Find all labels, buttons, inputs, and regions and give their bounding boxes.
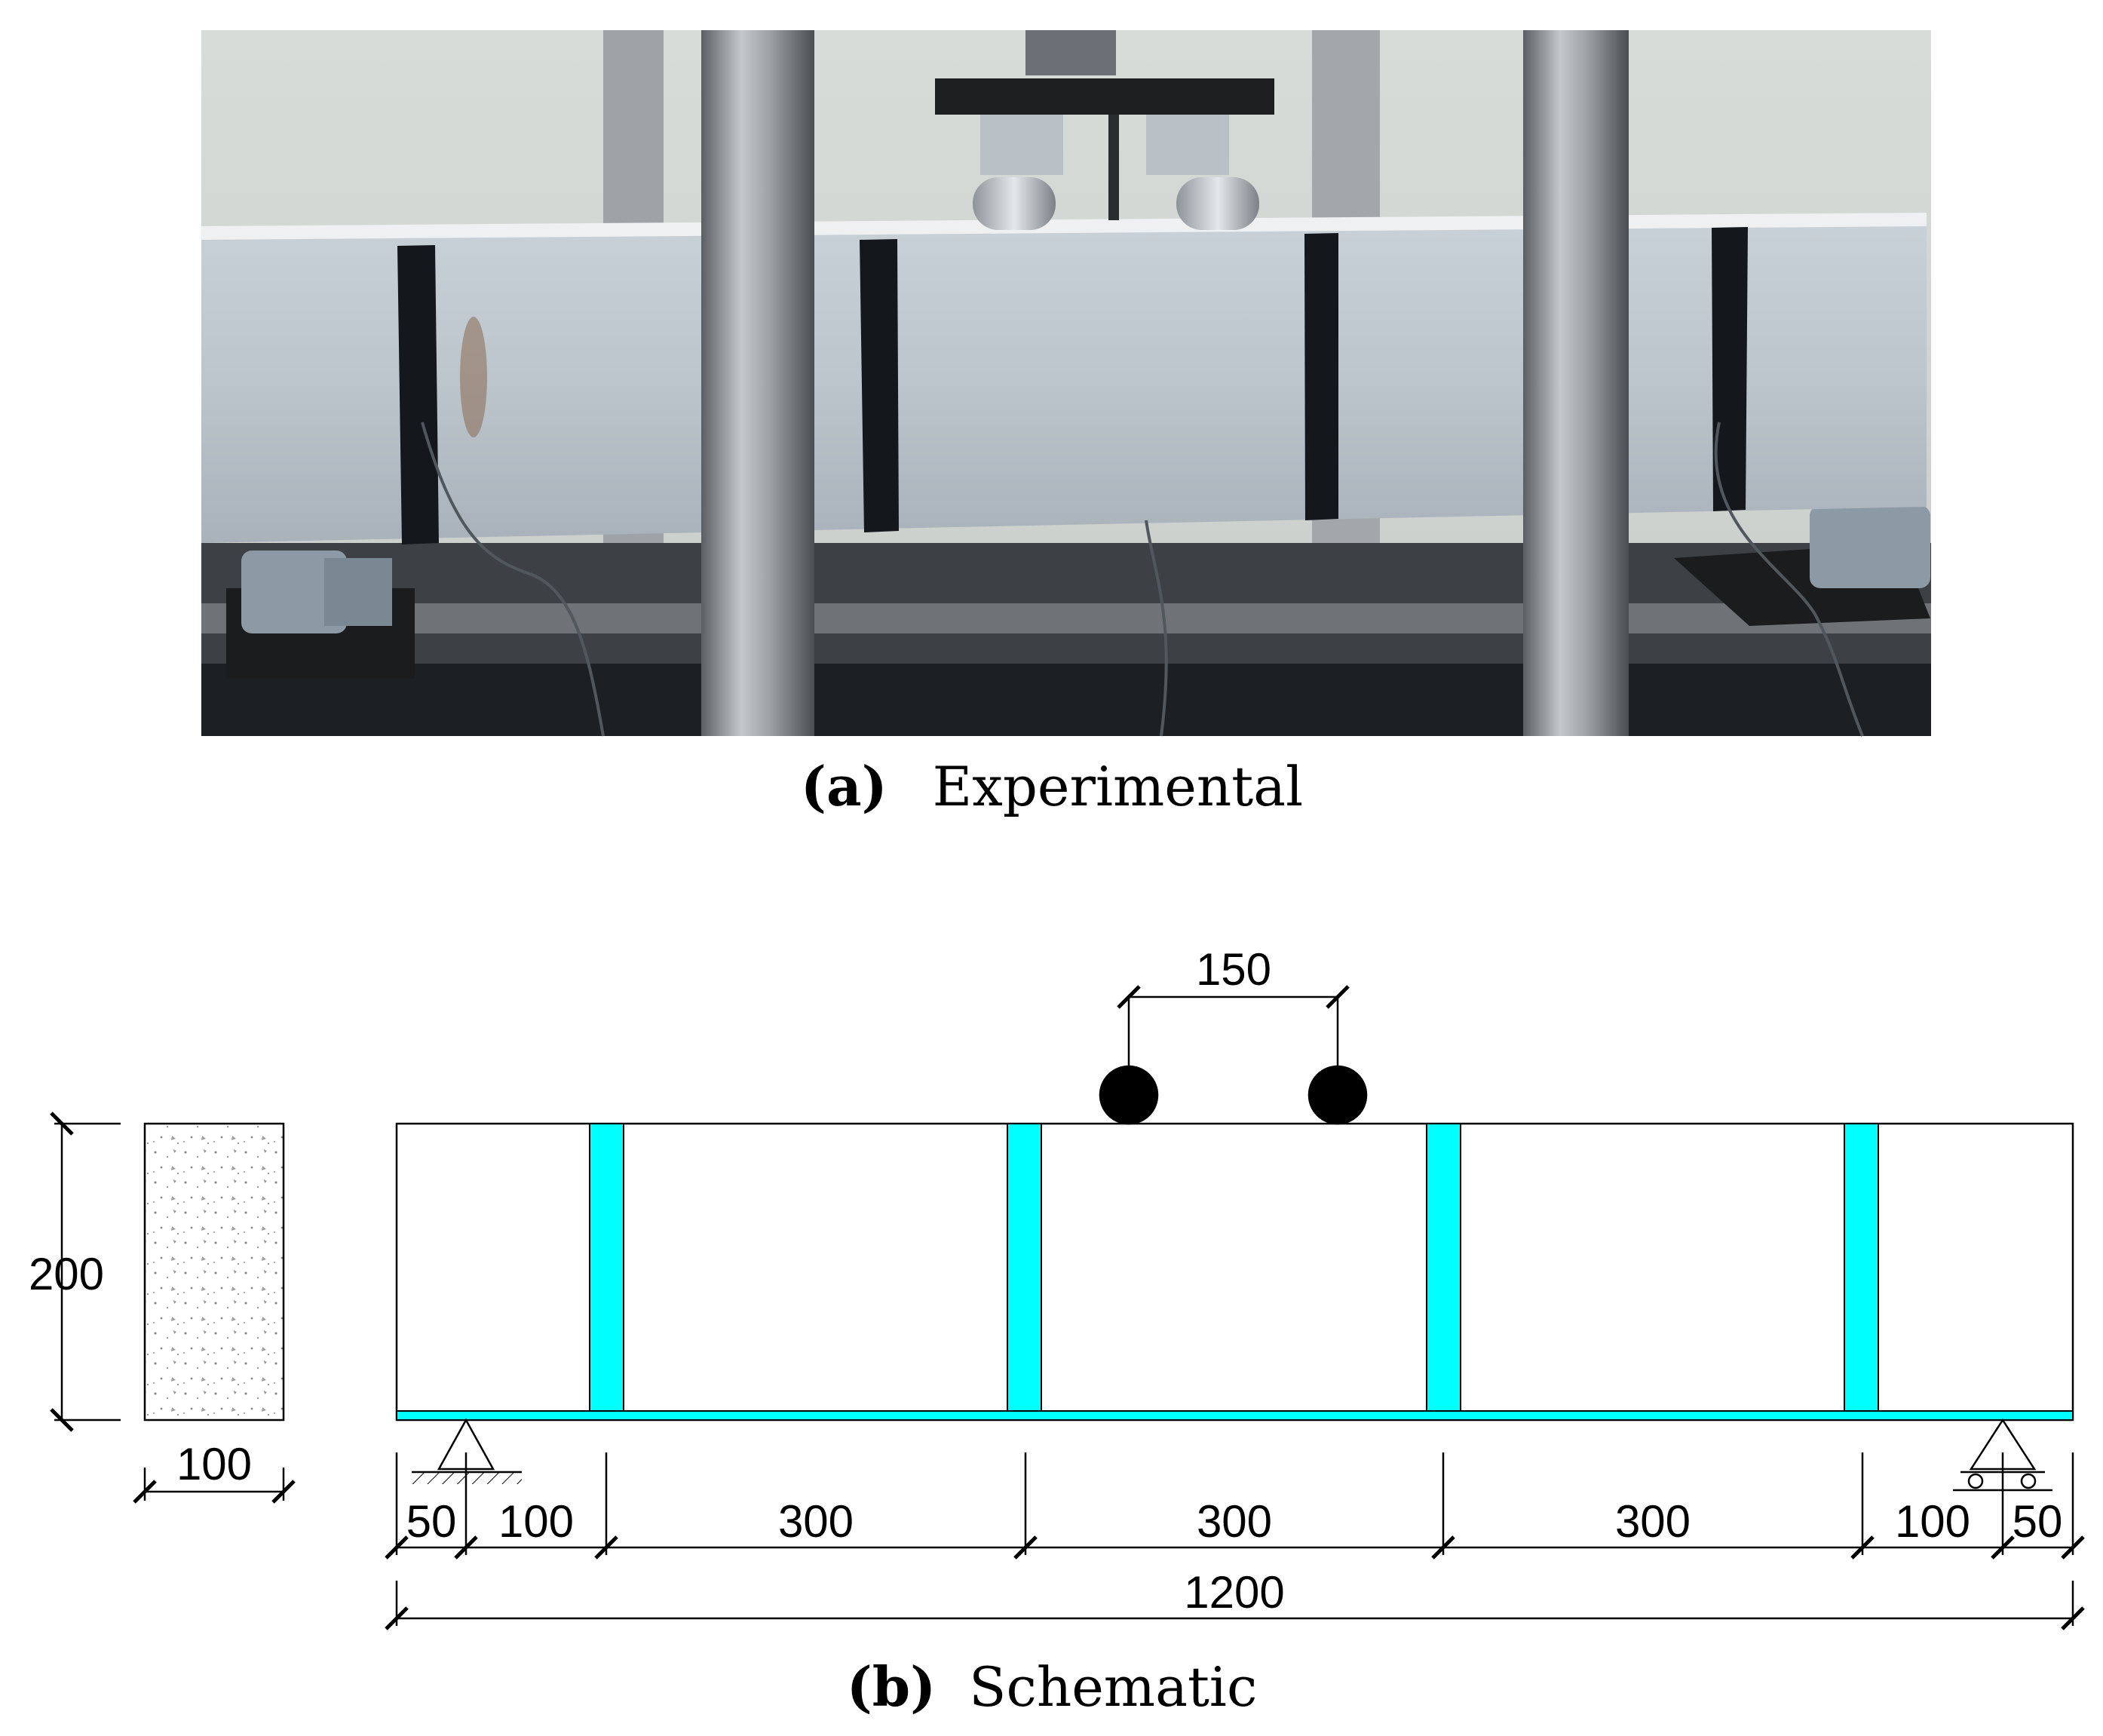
- experimental-photo: [201, 30, 1931, 737]
- beam-top-face: [201, 213, 1927, 240]
- rust-stain: [460, 317, 487, 437]
- load-roller-right: [1307, 1065, 1368, 1125]
- cfrp-strip-2: [1007, 1123, 1042, 1421]
- total-length-label: 1200: [1184, 1567, 1284, 1618]
- cross-section-height-dim: [50, 1112, 121, 1432]
- cross-section: [143, 1122, 285, 1422]
- wire-3: [1714, 422, 1864, 737]
- base-floor: [201, 664, 1931, 736]
- segment-label: 300: [1615, 1496, 1691, 1547]
- segment-label: 300: [1197, 1496, 1272, 1547]
- strip-1: [397, 245, 439, 544]
- segment-label: 50: [2013, 1496, 2063, 1547]
- cross-section-width-label: 100: [176, 1439, 252, 1489]
- loading-rollers: [973, 177, 1259, 230]
- schematic: [50, 985, 2085, 1630]
- strip-4: [1712, 227, 1748, 511]
- load-roller-left: [1099, 1065, 1159, 1125]
- segment-label: 100: [1895, 1496, 1970, 1547]
- segment-label: 300: [778, 1496, 854, 1547]
- support-left: [226, 551, 415, 679]
- caption-b-text: Schematic: [969, 1655, 1257, 1719]
- load-spacing-label: 150: [1196, 944, 1271, 995]
- cross-section-height-label: 200: [29, 1249, 104, 1299]
- steel-post-right: [1523, 30, 1629, 736]
- caption-b: (b) Schematic: [847, 1655, 1258, 1719]
- load-spacing-dim: [1117, 985, 1350, 1066]
- cfrp-strip-1: [589, 1123, 624, 1421]
- caption-b-letter: (b): [847, 1655, 936, 1719]
- cfrp-bottom-strip: [396, 1410, 2074, 1421]
- cfrp-strips: [396, 1123, 2074, 1421]
- wire-1: [421, 422, 605, 737]
- caption-a-text: Experimental: [933, 755, 1303, 818]
- support-right: [1674, 505, 1930, 626]
- concrete-beam: [201, 220, 1927, 543]
- segment-dim-line: [385, 1452, 2085, 1560]
- base-rail: [201, 603, 1931, 633]
- loading-head: [935, 30, 1274, 220]
- segment-label: 100: [498, 1496, 574, 1547]
- steel-post-left: [701, 30, 814, 736]
- caption-a-letter: (a): [801, 754, 887, 818]
- roller-support: [1953, 1418, 2052, 1492]
- segment-label: 50: [406, 1496, 457, 1547]
- total-dim-line: [385, 1581, 2085, 1630]
- cross-section-width-dim: [133, 1468, 296, 1504]
- strip-3: [1304, 233, 1338, 520]
- caption-a: (a) Experimental: [801, 754, 1303, 818]
- beam-elevation: [395, 1122, 2074, 1422]
- strip-2: [860, 239, 899, 532]
- cfrp-strip-3: [1426, 1123, 1461, 1421]
- wire-2: [1145, 520, 1168, 737]
- cfrp-strip-4: [1844, 1123, 1879, 1421]
